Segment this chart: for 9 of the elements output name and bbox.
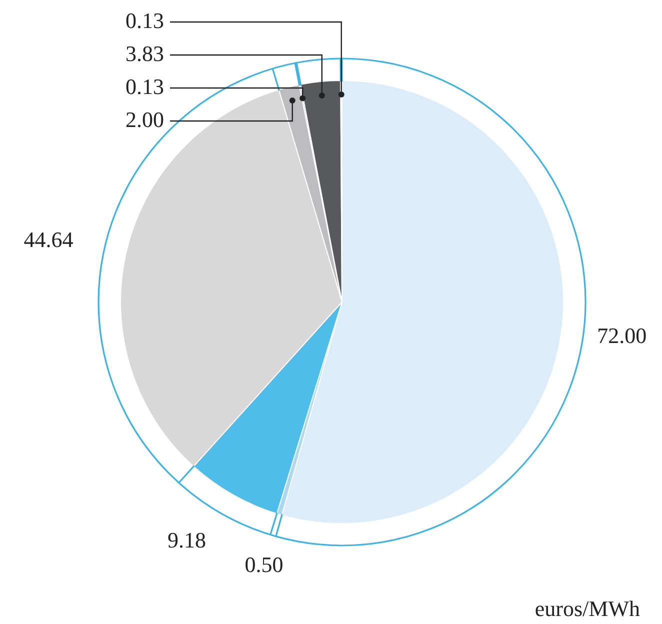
data-label: 0.50	[244, 552, 284, 578]
data-label: 0.13	[126, 8, 164, 33]
data-label: 72.00	[597, 323, 647, 348]
data-label: 3.83	[126, 40, 164, 66]
data-label: 2.00	[126, 106, 164, 132]
data-label: 44.64	[24, 226, 74, 252]
data-label: 0.13	[126, 74, 164, 99]
text: euros/MWh	[534, 596, 640, 622]
data-label: 9.18	[167, 527, 206, 552]
